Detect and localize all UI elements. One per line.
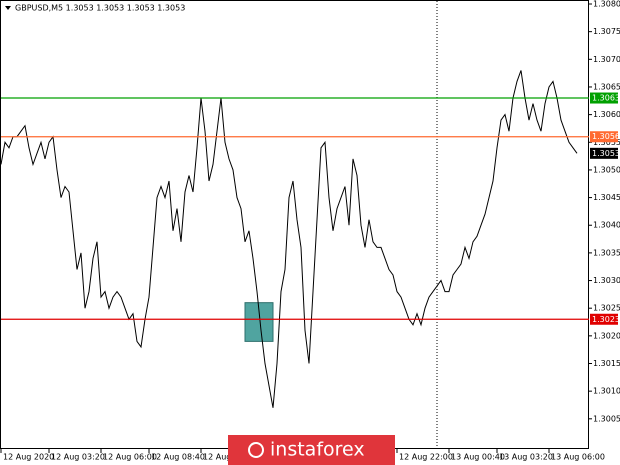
x-tick-label: 12 Aug	[203, 453, 231, 462]
y-tick-label: 1.3080	[593, 0, 620, 9]
level-label: 1.3023	[592, 315, 620, 324]
x-tick-label: 12 Aug 06:00	[103, 453, 157, 462]
level-label-bg	[590, 92, 618, 104]
x-tick-label: 12 Aug 03:20	[51, 453, 105, 462]
x-tick-label: 13 Aug 06:00	[551, 453, 605, 462]
x-tick-label: 13 Aug 00:40	[451, 453, 505, 462]
x-tick-label: 13 Aug 03:20	[499, 453, 553, 462]
menu-triangle	[5, 6, 11, 10]
level-label: 1.3056	[592, 132, 620, 141]
x-tick-label: 12 Aug 08:40	[151, 453, 205, 462]
y-tick-label: 1.3025	[593, 304, 620, 313]
y-tick-label: 1.3075	[593, 27, 620, 36]
price-line	[0, 70, 578, 408]
level-label-bg	[590, 313, 618, 325]
y-tick-label: 1.3035	[593, 248, 620, 257]
y-tick-label: 1.3015	[593, 359, 620, 368]
logo-text: instaforex	[270, 439, 365, 461]
chart-title: GBPUSD,M5 1.3053 1.3053 1.3053 1.3053	[15, 4, 185, 13]
logo-bg	[228, 435, 395, 465]
y-tick-label: 1.3070	[593, 55, 620, 64]
level-label-bg	[590, 131, 618, 143]
level-label: 1.3063	[592, 94, 620, 103]
y-tick-label: 1.3045	[593, 193, 620, 202]
plot-frame	[0, 0, 589, 449]
y-tick-label: 1.3010	[593, 387, 620, 396]
y-tick-label: 1.3065	[593, 82, 620, 91]
y-tick-label: 1.3030	[593, 276, 620, 285]
y-tick-label: 1.3020	[593, 331, 620, 340]
x-tick-label: 12 Aug 2020	[3, 453, 54, 462]
price-label-bg	[590, 147, 618, 159]
y-tick-label: 1.3055	[593, 138, 620, 147]
y-tick-label: 1.3060	[593, 110, 620, 119]
logo-icon	[248, 442, 264, 458]
y-tick-label: 1.3005	[593, 414, 620, 423]
y-tick-label: 1.3040	[593, 221, 620, 230]
x-tick-label: 12 Aug 22:00	[399, 453, 453, 462]
y-tick-label: 1.3050	[593, 165, 620, 174]
price-label: 1.3053	[592, 149, 620, 158]
